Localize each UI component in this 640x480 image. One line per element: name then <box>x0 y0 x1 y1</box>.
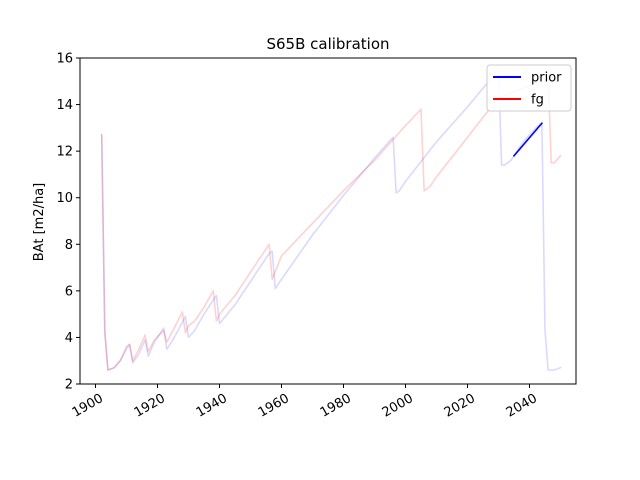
legend-label-prior: prior <box>531 71 562 86</box>
y-tick-label: 6 <box>65 284 73 299</box>
axes-frame <box>79 57 577 385</box>
legend: prior fg <box>486 64 572 112</box>
legend-label-fg: fg <box>531 93 544 108</box>
y-tick-label: 2 <box>65 378 73 393</box>
series-line-fg-1 <box>100 73 562 371</box>
y-tick-label: 4 <box>65 331 73 346</box>
y-tick-label: 10 <box>56 191 73 206</box>
chart-title: S65B calibration <box>266 35 389 53</box>
y-tick-label: 12 <box>56 145 73 160</box>
y-axis-title: BAt [m2/ha] <box>32 183 47 261</box>
y-tick-label: 8 <box>65 238 73 253</box>
y-tick-label: 14 <box>56 98 73 113</box>
series-line-prior-2 <box>512 122 544 157</box>
y-tick-label: 16 <box>56 52 73 67</box>
